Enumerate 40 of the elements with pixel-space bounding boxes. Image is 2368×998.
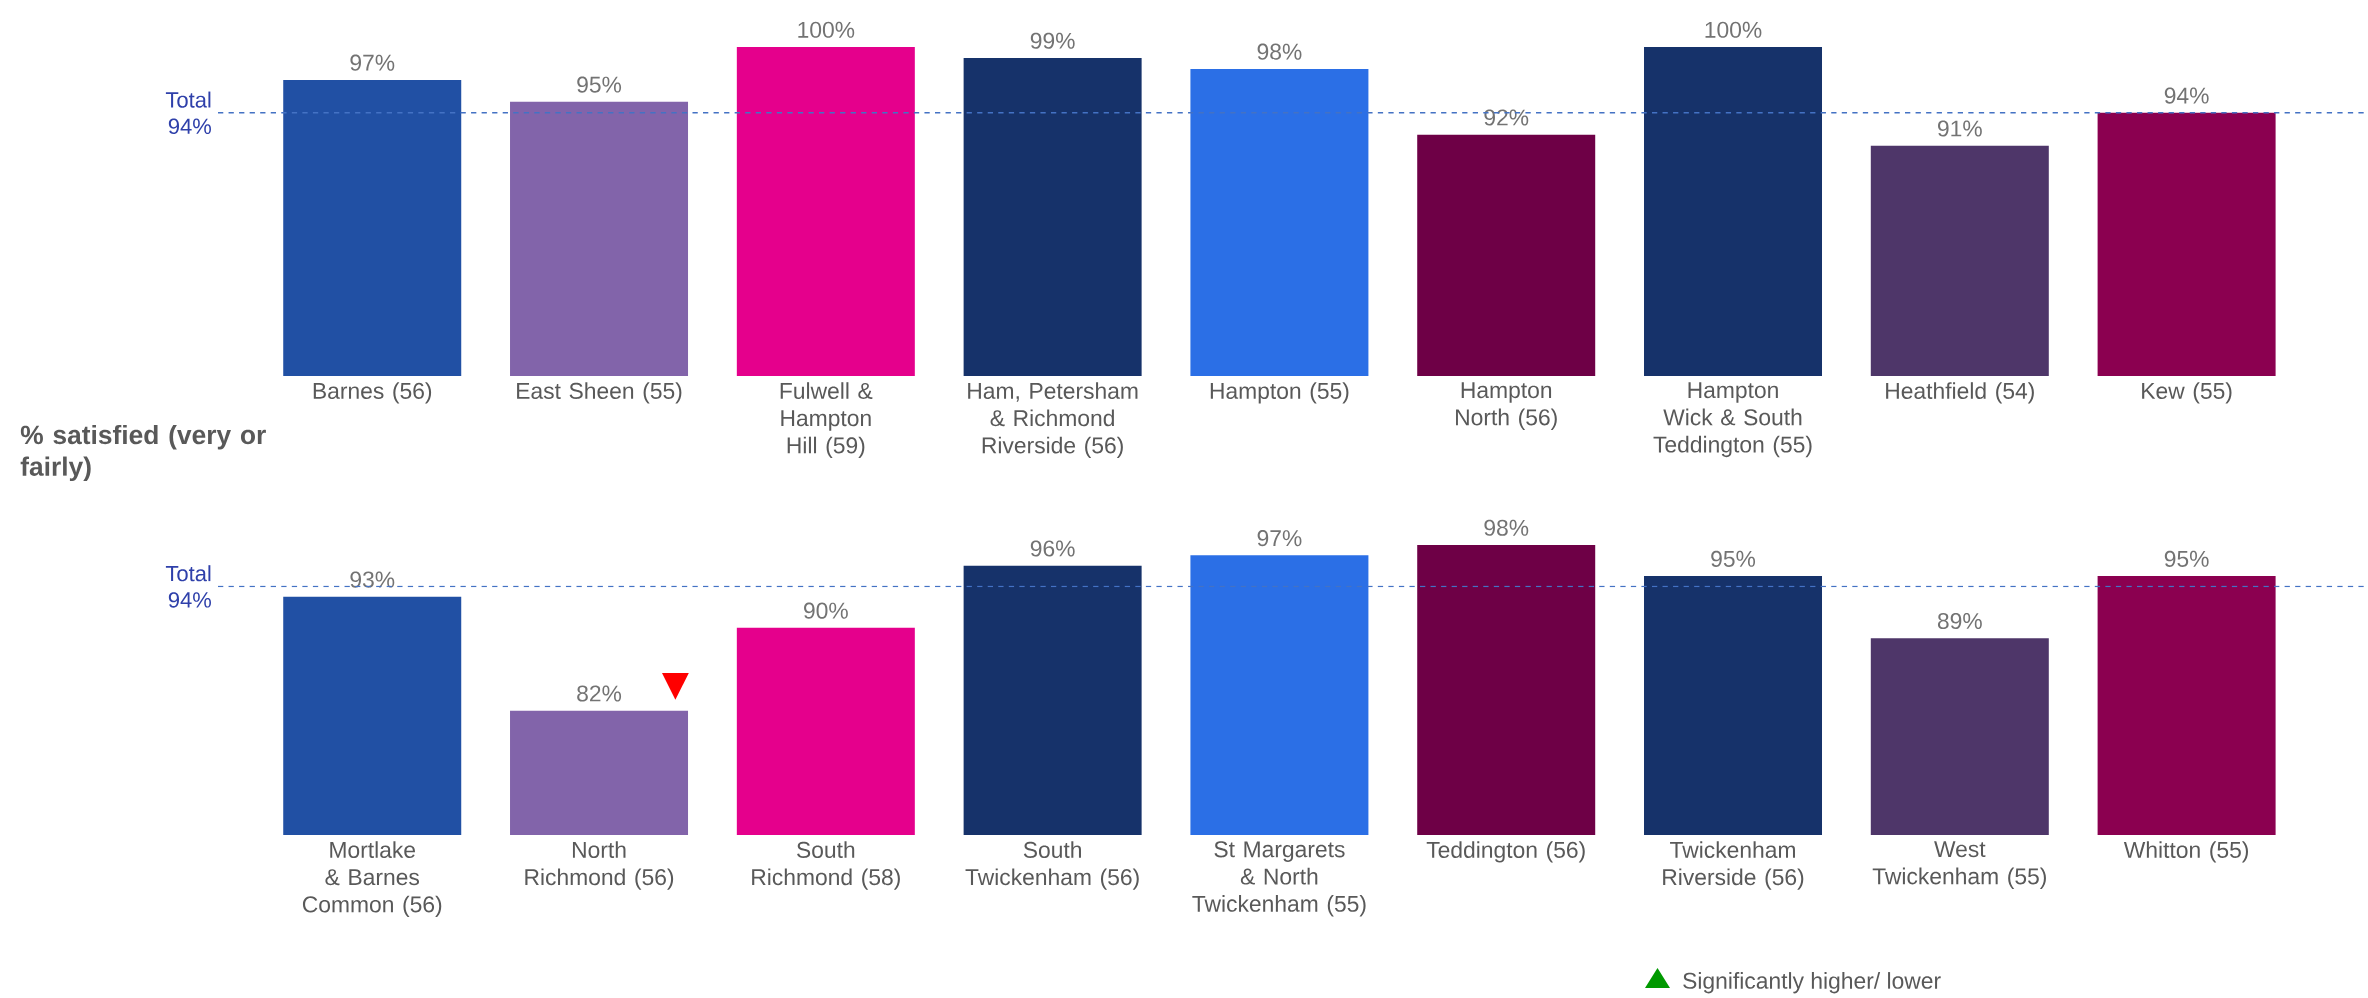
x-tick-label: Hampton (55) — [1210, 382, 1349, 404]
data-label: 98% — [1484, 519, 1529, 536]
x-tick-label: Hampton North (56) — [1456, 382, 1557, 430]
data-label: 95% — [577, 76, 622, 93]
annotation: ▼ — [661, 672, 689, 700]
x-tick-label: Heathfield (54) — [1886, 382, 2034, 404]
x-tick-label: Ham, Petersham & Richmond Riverside (56) — [968, 382, 1138, 458]
data-label: 99% — [1030, 32, 1075, 49]
data-label: 92% — [1484, 109, 1529, 126]
data-label: 98% — [1257, 43, 1302, 60]
data-label: 82% — [577, 685, 622, 702]
x-tick-label: Mortlake & Barnes Common (56) — [302, 841, 442, 917]
data-label: 97% — [1257, 530, 1302, 547]
data-label: 90% — [804, 602, 848, 619]
data-label: 91% — [1938, 120, 1982, 137]
ref-line-label: Total 94% — [165, 91, 211, 135]
ref-line-label: Total 94% — [165, 565, 211, 608]
x-tick-label: East Sheen (55) — [517, 382, 682, 404]
x-tick-label: Fulwell & Hampton Hill (59) — [780, 382, 873, 458]
x-tick-label: Hampton Wick & South Teddington (55) — [1653, 382, 1812, 458]
x-tick-label: North Richmond (56) — [525, 841, 674, 890]
x-tick-label: South Twickenham (56) — [965, 841, 1139, 890]
data-label: 96% — [1030, 540, 1075, 557]
x-tick-label: Kew (55) — [2142, 382, 2232, 404]
x-tick-label: Barnes (56) — [313, 382, 432, 404]
x-tick-label: West Twickenham (55) — [1872, 841, 2046, 889]
text: Significantly higher/ lower — [1683, 972, 1941, 994]
data-label: 95% — [1711, 550, 1756, 567]
data-label: 100% — [798, 21, 855, 38]
data-label: 100% — [1705, 21, 1762, 38]
data-label: 89% — [1937, 612, 1982, 630]
x-tick-label: Teddington (56) — [1426, 841, 1585, 863]
x-tick-label: Whitton (55) — [2123, 841, 2249, 863]
data-label: 95% — [2164, 550, 2209, 567]
x-tick-label: Twickenham Riverside (56) — [1663, 841, 1804, 890]
x-tick-label: St Margarets & North Twickenham (55) — [1192, 841, 1366, 917]
data-label: 94% — [2164, 87, 2209, 104]
data-label: 97% — [350, 54, 395, 71]
y-axis-title: % satisfied (very or fairly) — [20, 424, 266, 482]
x-tick-label: South Richmond (58) — [752, 841, 900, 890]
